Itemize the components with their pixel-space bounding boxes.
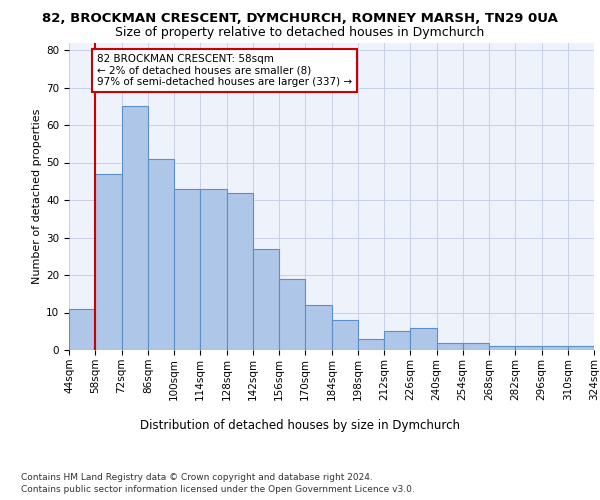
Bar [95, 174, 121, 350]
Bar [358, 339, 384, 350]
Bar [463, 342, 489, 350]
Bar [253, 248, 279, 350]
Y-axis label: Number of detached properties: Number of detached properties [32, 108, 42, 284]
Bar [568, 346, 594, 350]
Bar [384, 331, 410, 350]
Bar [148, 159, 174, 350]
Bar [542, 346, 568, 350]
Text: 82, BROCKMAN CRESCENT, DYMCHURCH, ROMNEY MARSH, TN29 0UA: 82, BROCKMAN CRESCENT, DYMCHURCH, ROMNEY… [42, 12, 558, 24]
Bar [174, 188, 200, 350]
Bar [305, 305, 331, 350]
Bar [200, 188, 227, 350]
Text: Contains HM Land Registry data © Crown copyright and database right 2024.: Contains HM Land Registry data © Crown c… [21, 472, 373, 482]
Text: Distribution of detached houses by size in Dymchurch: Distribution of detached houses by size … [140, 420, 460, 432]
Bar [227, 192, 253, 350]
Bar [437, 342, 463, 350]
Text: Size of property relative to detached houses in Dymchurch: Size of property relative to detached ho… [115, 26, 485, 39]
Bar [515, 346, 542, 350]
Bar [279, 279, 305, 350]
Bar [121, 106, 148, 350]
Text: Contains public sector information licensed under the Open Government Licence v3: Contains public sector information licen… [21, 485, 415, 494]
Text: 82 BROCKMAN CRESCENT: 58sqm
← 2% of detached houses are smaller (8)
97% of semi-: 82 BROCKMAN CRESCENT: 58sqm ← 2% of deta… [97, 54, 352, 87]
Bar [489, 346, 515, 350]
Bar [69, 308, 95, 350]
Bar [410, 328, 437, 350]
Bar [331, 320, 358, 350]
